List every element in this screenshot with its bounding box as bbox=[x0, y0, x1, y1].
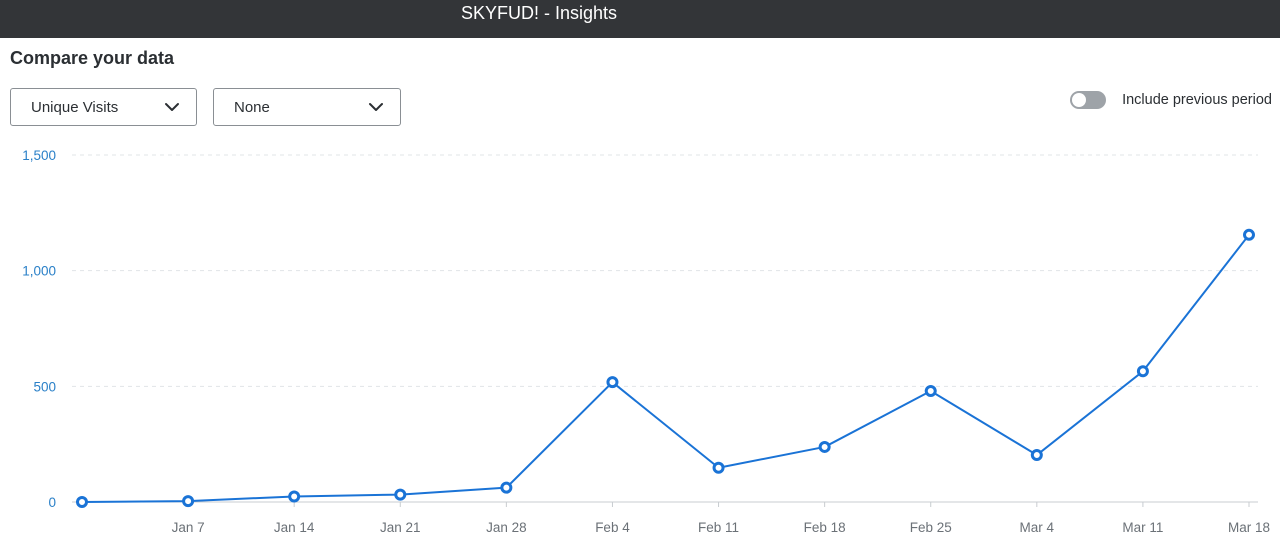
data-point[interactable] bbox=[712, 461, 725, 474]
x-tick-label: Jan 14 bbox=[274, 520, 315, 535]
chevron-down-icon bbox=[369, 103, 383, 111]
data-point[interactable] bbox=[76, 496, 88, 508]
x-tick-label: Jan 21 bbox=[380, 520, 421, 535]
x-tick-label: Mar 18 bbox=[1228, 520, 1270, 535]
x-tick-label: Mar 4 bbox=[1020, 520, 1055, 535]
data-point[interactable] bbox=[288, 490, 301, 503]
toggle-knob bbox=[1072, 93, 1087, 107]
data-point[interactable] bbox=[1243, 228, 1255, 241]
y-tick-label: 0 bbox=[48, 495, 56, 510]
x-tick-label: Feb 4 bbox=[595, 520, 630, 535]
x-tick-label: Feb 18 bbox=[804, 520, 846, 535]
page-title: Compare your data bbox=[10, 48, 175, 68]
y-tick-label: 500 bbox=[33, 379, 56, 394]
metric-select[interactable]: Unique Visits bbox=[10, 88, 197, 126]
previous-period-label: Include previous period bbox=[1122, 92, 1272, 108]
data-point[interactable] bbox=[924, 384, 937, 397]
previous-period-control: Include previous period bbox=[1070, 90, 1272, 110]
x-tick-label: Feb 25 bbox=[910, 520, 952, 535]
x-tick-label: Feb 11 bbox=[698, 520, 739, 535]
compare-select[interactable]: None bbox=[213, 88, 401, 126]
x-tick-label: Mar 11 bbox=[1122, 520, 1163, 535]
compare-select-value: None bbox=[234, 99, 270, 116]
data-point[interactable] bbox=[394, 488, 407, 501]
data-point[interactable] bbox=[1136, 365, 1149, 378]
series-line bbox=[81, 234, 1250, 503]
previous-period-toggle[interactable] bbox=[1070, 91, 1107, 109]
y-tick-label: 1,000 bbox=[22, 264, 56, 279]
x-tick-label: Jan 7 bbox=[172, 520, 205, 535]
metric-select-value: Unique Visits bbox=[31, 99, 119, 116]
data-point[interactable] bbox=[818, 440, 831, 453]
y-tick-label: 1,500 bbox=[22, 148, 56, 163]
chevron-down-icon bbox=[165, 103, 179, 111]
data-point[interactable] bbox=[500, 481, 513, 494]
data-point[interactable] bbox=[182, 495, 195, 508]
unique-visits-chart: 0 500 1,000 1,500 Jan 7 Jan 14 Jan 21 Jan 28 Fe… bbox=[22, 148, 1270, 535]
x-tick-label: Jan 28 bbox=[486, 520, 527, 535]
data-point[interactable] bbox=[1030, 449, 1043, 462]
data-point[interactable] bbox=[606, 376, 619, 389]
window-title: SKYFUD! - Insights bbox=[460, 3, 618, 23]
title-bar: SKYFUD! - Insights bbox=[0, 0, 1280, 38]
